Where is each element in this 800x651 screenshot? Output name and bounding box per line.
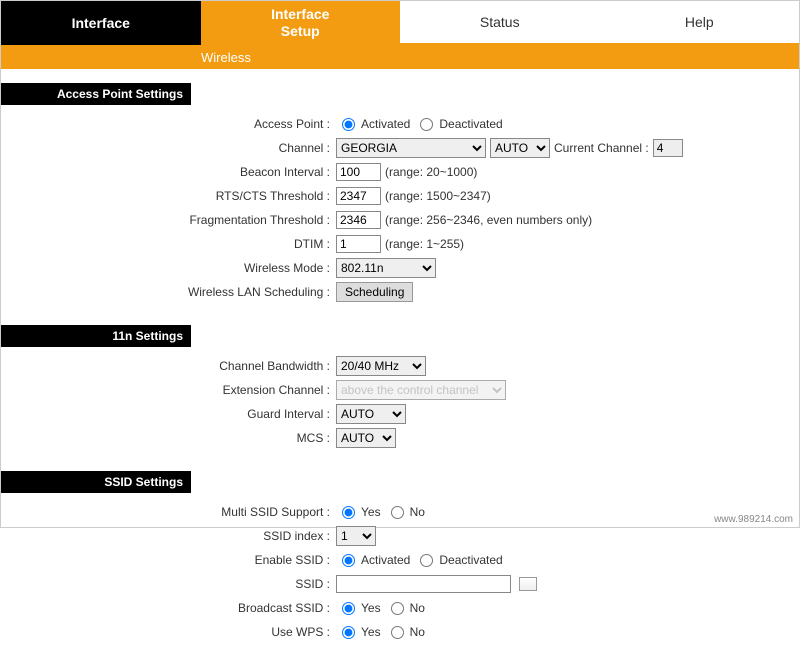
multi-ssid-no-label: No xyxy=(410,505,425,519)
broadcast-yes-radio[interactable] xyxy=(342,602,355,615)
mcs-select[interactable]: AUTO xyxy=(336,428,396,448)
multi-ssid-yes-radio[interactable] xyxy=(342,506,355,519)
wps-yes-label: Yes xyxy=(361,625,381,639)
dtim-input[interactable] xyxy=(336,235,381,253)
channel-country-select[interactable]: GEORGIA xyxy=(336,138,486,158)
scheduling-button[interactable]: Scheduling xyxy=(336,282,413,302)
ap-activated-radio[interactable] xyxy=(342,118,355,131)
rtscts-input[interactable] xyxy=(336,187,381,205)
nav-help[interactable]: Help xyxy=(600,1,800,45)
ssid-input[interactable] xyxy=(336,575,511,593)
label-broadcast-ssid: Broadcast SSID : xyxy=(1,601,336,615)
ap-deactivated-label: Deactivated xyxy=(439,117,502,131)
enable-ssid-activated-radio[interactable] xyxy=(342,554,355,567)
label-wmode: Wireless Mode : xyxy=(1,261,336,275)
current-channel-value xyxy=(653,139,683,157)
frag-hint: (range: 256~2346, even numbers only) xyxy=(385,213,592,227)
wps-yes-radio[interactable] xyxy=(342,626,355,639)
multi-ssid-yes-label: Yes xyxy=(361,505,381,519)
channel-auto-select[interactable]: AUTO xyxy=(490,138,550,158)
label-wps: Use WPS : xyxy=(1,625,336,639)
nav-status[interactable]: Status xyxy=(400,1,600,45)
label-beacon: Beacon Interval : xyxy=(1,165,336,179)
label-guard: Guard Interval : xyxy=(1,407,336,421)
label-dtim: DTIM : xyxy=(1,237,336,251)
extension-channel-select: above the control channel xyxy=(336,380,506,400)
label-ssid: SSID : xyxy=(1,577,336,591)
enable-ssid-deactivated-radio[interactable] xyxy=(420,554,433,567)
nav-interface[interactable]: Interface xyxy=(1,1,201,45)
label-cbw: Channel Bandwidth : xyxy=(1,359,336,373)
ssid-index-select[interactable]: 1 xyxy=(336,526,376,546)
section-ssid: SSID Settings xyxy=(1,471,191,493)
section-access-point: Access Point Settings xyxy=(1,83,191,105)
content: Access Point Settings Access Point : Act… xyxy=(1,83,799,651)
label-ssid-index: SSID index : xyxy=(1,529,336,543)
wps-no-radio[interactable] xyxy=(391,626,404,639)
broadcast-no-label: No xyxy=(410,601,425,615)
rtscts-hint: (range: 1500~2347) xyxy=(385,189,491,203)
keyboard-icon[interactable] xyxy=(519,577,537,591)
wps-no-label: No xyxy=(410,625,425,639)
section-11n: 11n Settings xyxy=(1,325,191,347)
label-frag: Fragmentation Threshold : xyxy=(1,213,336,227)
frag-input[interactable] xyxy=(336,211,381,229)
label-rtscts: RTS/CTS Threshold : xyxy=(1,189,336,203)
label-ext: Extension Channel : xyxy=(1,383,336,397)
ap-deactivated-radio[interactable] xyxy=(420,118,433,131)
nav-interface-setup[interactable]: Interface Setup xyxy=(201,1,401,45)
beacon-hint: (range: 20~1000) xyxy=(385,165,477,179)
multi-ssid-no-radio[interactable] xyxy=(391,506,404,519)
beacon-input[interactable] xyxy=(336,163,381,181)
label-mcs: MCS : xyxy=(1,431,336,445)
label-sched: Wireless LAN Scheduling : xyxy=(1,285,336,299)
broadcast-yes-label: Yes xyxy=(361,601,381,615)
dtim-hint: (range: 1~255) xyxy=(385,237,464,251)
current-channel-label: Current Channel : xyxy=(554,141,649,155)
guard-interval-select[interactable]: AUTO xyxy=(336,404,406,424)
label-access-point: Access Point : xyxy=(1,117,336,131)
label-enable-ssid: Enable SSID : xyxy=(1,553,336,567)
enable-ssid-deactivated-label: Deactivated xyxy=(439,553,502,567)
router-admin-page: Interface Interface Setup Status Help Wi… xyxy=(0,0,800,528)
enable-ssid-activated-label: Activated xyxy=(361,553,410,567)
top-nav: Interface Interface Setup Status Help xyxy=(1,1,799,45)
ap-activated-label: Activated xyxy=(361,117,410,131)
label-channel: Channel : xyxy=(1,141,336,155)
broadcast-no-radio[interactable] xyxy=(391,602,404,615)
wireless-mode-select[interactable]: 802.11n xyxy=(336,258,436,278)
channel-bandwidth-select[interactable]: 20/40 MHz xyxy=(336,356,426,376)
label-multi-ssid: Multi SSID Support : xyxy=(1,505,336,519)
sub-nav: Wireless xyxy=(1,45,799,69)
subnav-wireless[interactable]: Wireless xyxy=(201,50,251,65)
watermark: www.989214.com xyxy=(714,514,793,525)
